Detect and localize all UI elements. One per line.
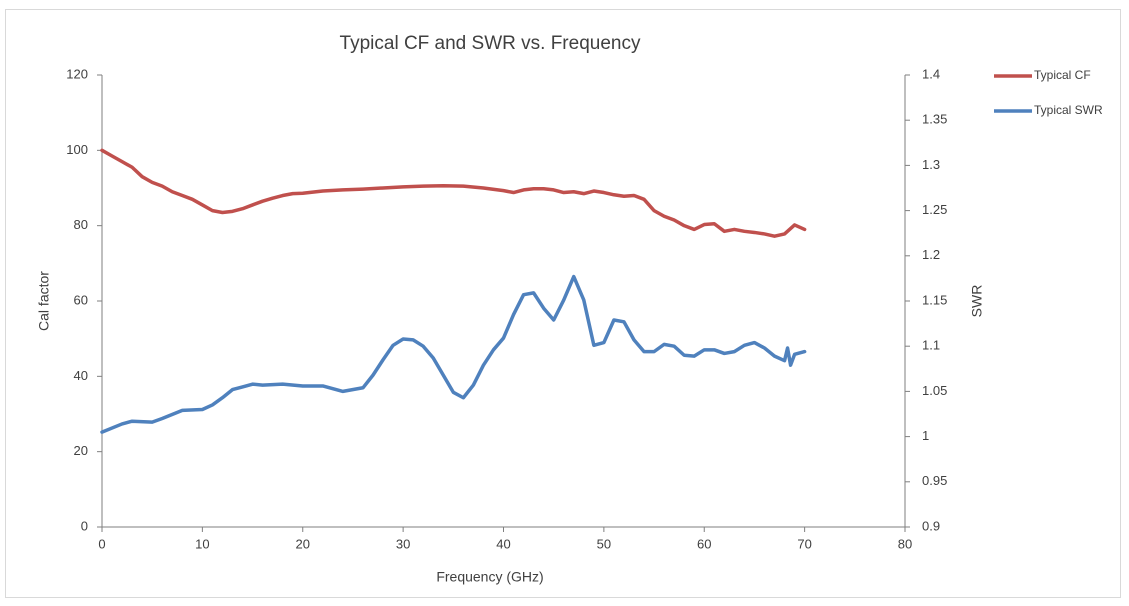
y-tick-label: 20 [74, 443, 88, 458]
chart-title: Typical CF and SWR vs. Frequency [340, 33, 641, 54]
y-axis-label: Cal factor [36, 271, 52, 331]
legend-label: Typical CF [1034, 68, 1091, 82]
y2-tick-label: 1.3 [922, 157, 940, 172]
legend-label: Typical SWR [1034, 103, 1103, 117]
y2-tick-label: 0.95 [922, 473, 947, 488]
y-tick-label: 0 [81, 518, 88, 533]
series-line [100, 148, 807, 238]
x-tick-label: 50 [597, 536, 611, 551]
x-axis-label: Frequency (GHz) [436, 569, 543, 585]
y-tick-label: 80 [74, 217, 88, 232]
x-tick-label: 30 [396, 536, 410, 551]
y-tick-label: 100 [66, 142, 88, 157]
x-tick-label: 40 [496, 536, 510, 551]
x-tick-label: 0 [98, 536, 105, 551]
y2-tick-label: 1.2 [922, 247, 940, 262]
y-tick-label: 40 [74, 368, 88, 383]
y2-tick-label: 1 [922, 428, 929, 443]
x-tick-label: 80 [898, 536, 912, 551]
x-tick-label: 10 [195, 536, 209, 551]
y2-tick-label: 0.9 [922, 518, 940, 533]
y-tick-label: 120 [66, 66, 88, 81]
y2-tick-label: 1.4 [922, 66, 940, 81]
y-tick-label: 60 [74, 292, 88, 307]
series-line [100, 274, 807, 434]
x-tick-label: 70 [797, 536, 811, 551]
y2-tick-label: 1.35 [922, 112, 947, 127]
x-tick-label: 20 [296, 536, 310, 551]
x-tick-label: 60 [697, 536, 711, 551]
y2-tick-label: 1.05 [922, 383, 947, 398]
y2-tick-label: 1.15 [922, 292, 947, 307]
y2-tick-label: 1.1 [922, 338, 940, 353]
y2-axis-label: SWR [969, 285, 985, 318]
y2-tick-label: 1.25 [922, 202, 947, 217]
